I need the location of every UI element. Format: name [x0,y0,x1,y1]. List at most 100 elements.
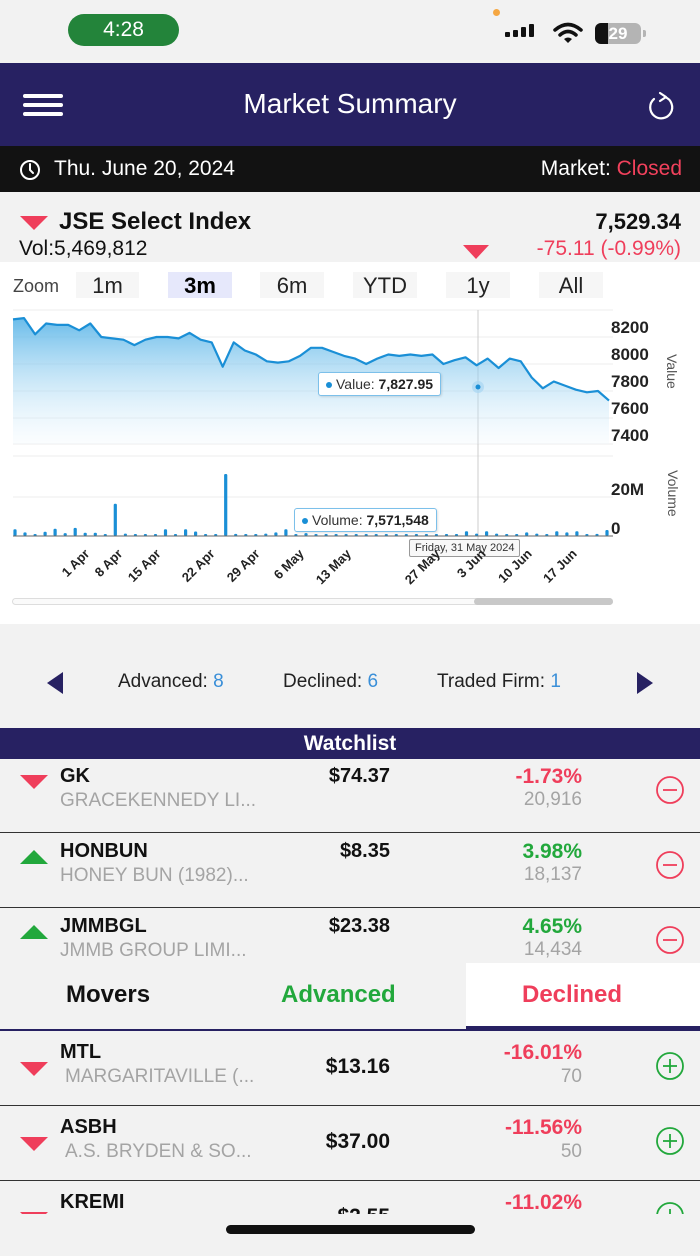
down-arrow-icon [20,1062,48,1076]
hamburger-icon[interactable] [23,94,63,116]
add-circle-icon[interactable] [655,1126,685,1156]
watchlist-row[interactable]: JMMBGL JMMB GROUP LIMI... $23.38 4.65% 1… [0,909,700,965]
page-title: Market Summary [243,88,457,119]
volume-bars [13,474,609,536]
volume: 20,916 [523,789,582,810]
market-status-value: Closed [616,157,682,180]
price-and-volume-plot[interactable] [0,302,700,602]
price: $23.38 [328,915,390,937]
volume: 70 [560,1066,582,1087]
next-arrow-icon[interactable] [637,672,653,694]
declined-count: Declined: 6 [283,671,379,692]
company-name: MARGARITAVILLE (... [65,1066,255,1087]
symbol: HONBUN [60,840,148,862]
advanced-count: Advanced: 8 [118,671,224,692]
volume-y-tick: 0 [611,519,621,538]
y-tick: 8000 [611,345,649,364]
tab-declined[interactable]: Declined [522,981,623,1008]
zoom-1m-button[interactable]: 1m [76,272,139,298]
company-name: JMMB GROUP LIMI... [60,940,247,961]
movers-tabs: Movers Advanced Declined [0,963,700,1031]
volume: 50 [560,1141,582,1162]
price: $8.35 [339,840,390,862]
y-tick: 7600 [611,399,649,418]
y-tick: 7800 [611,372,649,391]
remove-circle-icon[interactable] [655,850,685,880]
remove-circle-icon[interactable] [655,925,685,955]
watchlist-row[interactable]: HONBUN HONEY BUN (1982)... $8.35 3.98% 1… [0,834,700,908]
privacy-indicator-dot [493,9,500,16]
symbol: KREMI [60,1191,125,1213]
chart-navigator-handle[interactable] [474,598,613,605]
date-tooltip: Friday, 31 May 2024 [409,539,521,557]
percent-change: -11.56% [504,1116,582,1139]
zoom-all-button[interactable]: All [539,272,603,298]
zoom-3m-button[interactable]: 3m [168,272,232,298]
percent-change: 4.65% [522,915,582,938]
index-name: JSE Select Index [59,208,252,235]
percent-change: -16.01% [503,1041,582,1064]
remove-circle-icon[interactable] [655,775,685,805]
down-arrow-icon [20,216,48,230]
tab-advanced[interactable]: Advanced [281,981,396,1008]
status-bar: 4:28 29 [0,0,700,63]
date-bar: Thu. June 20, 2024 Market: Closed [0,146,700,192]
company-name: GRACEKENNEDY LI... [60,790,257,811]
index-volume: Vol:5,469,812 [19,237,148,260]
value-tooltip: Value: 7,827.95 [318,372,442,396]
volume: 18,137 [523,864,582,885]
up-arrow-icon [20,850,48,864]
down-arrow-icon [20,1137,48,1151]
down-arrow-icon [463,245,489,259]
market-status: Market: Closed [540,157,682,180]
company-name: A.S. BRYDEN & SO... [65,1141,252,1162]
price: $37.00 [325,1130,390,1153]
previous-arrow-icon[interactable] [47,672,63,694]
index-summary: JSE Select Index Vol:5,469,812 7,529.34 … [0,192,700,262]
volume-axis-title: Volume [665,470,681,517]
zoom-ytd-button[interactable]: YTD [353,272,417,298]
price-line [12,317,610,402]
symbol: GK [60,765,90,787]
zoom-1y-button[interactable]: 1y [446,272,510,298]
zoom-selector: Zoom 1m 3m 6m YTD 1y All [0,272,700,300]
y-tick: 7400 [611,426,649,445]
down-arrow-icon [20,775,48,789]
mover-row[interactable]: MTL MARGARITAVILLE (... $13.16 -16.01% 7… [0,1031,700,1106]
app-header: Market Summary [0,63,700,146]
current-date: Thu. June 20, 2024 [54,157,235,180]
index-change: -75.11 (-0.99%) [536,237,681,260]
company-name: HONEY BUN (1982)... [60,865,249,886]
volume-tooltip: Volume: 7,571,548 [294,508,437,532]
tab-declined-selected-bg [466,963,700,1029]
y-tick: 8200 [611,318,649,337]
cellular-signal-icon [505,24,534,37]
watchlist-header: Watchlist [0,728,700,759]
up-arrow-icon [20,925,48,939]
tab-movers[interactable]: Movers [66,981,151,1008]
status-time: 4:28 [68,14,179,46]
mover-row[interactable]: ASBH A.S. BRYDEN & SO... $37.00 -11.56% … [0,1106,700,1181]
price: $13.16 [325,1055,390,1078]
index-chart[interactable]: Zoom 1m 3m 6m YTD 1y All [0,262,700,624]
zoom-6m-button[interactable]: 6m [260,272,324,298]
wifi-icon [553,22,583,43]
market-breadth: Advanced: 8 Declined: 6 Traded Firm: 1 [0,624,700,728]
volume: 14,434 [523,939,582,960]
battery-tip [643,30,646,37]
symbol: MTL [60,1041,102,1063]
y-axis-title: Value [664,354,680,389]
add-circle-icon[interactable] [655,1051,685,1081]
index-value: 7,529.34 [595,209,681,234]
price-area [13,318,609,444]
home-indicator[interactable] [226,1225,475,1234]
clock-icon [20,160,40,180]
watchlist-row[interactable]: GK GRACEKENNEDY LI... $74.37 -1.73% 20,9… [0,759,700,833]
traded-firm-count: Traded Firm: 1 [437,671,561,692]
battery-icon: 29 [595,23,641,44]
refresh-icon[interactable] [645,91,677,123]
percent-change: 3.98% [522,840,582,863]
percent-change: -1.73% [515,765,582,788]
symbol: JMMBGL [60,915,147,937]
hover-point [475,384,481,390]
